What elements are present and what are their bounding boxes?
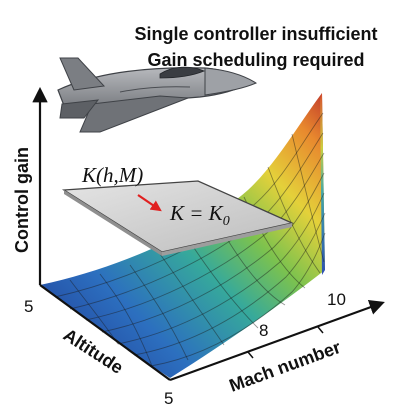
mach-tick-label-8: 8 xyxy=(259,321,268,340)
constant-gain-plane xyxy=(61,180,295,256)
scheduled-gain-arrow xyxy=(137,194,162,212)
plane-edge-shadow xyxy=(64,190,162,256)
altitude-axis xyxy=(39,284,171,381)
mach-tick-8 xyxy=(247,351,254,359)
vertical-axis-label: Control gain xyxy=(12,147,32,253)
mach-axis-label: Mach number xyxy=(227,337,344,396)
fixed-gain-subscript: 0 xyxy=(223,214,230,229)
altitude-tick-top: 5 xyxy=(24,297,33,316)
title-line-1: Single controller insufficient xyxy=(134,24,377,44)
axes xyxy=(32,86,385,382)
surface-side xyxy=(320,93,325,275)
jet-aircraft-icon xyxy=(57,57,258,133)
plane-edge-front xyxy=(162,223,292,256)
scheduled-gain-label: K(h,M) xyxy=(81,163,143,187)
fixed-gain-main: K = K xyxy=(169,201,224,225)
fixed-gain-label: K = K0 xyxy=(169,201,230,229)
altitude-tick-bottom: 5 xyxy=(164,389,173,408)
mach-axis xyxy=(169,299,385,382)
mach-tick-label-10: 10 xyxy=(327,290,346,309)
title-line-2: Gain scheduling required xyxy=(147,50,364,70)
mach-tick-10 xyxy=(317,326,324,334)
